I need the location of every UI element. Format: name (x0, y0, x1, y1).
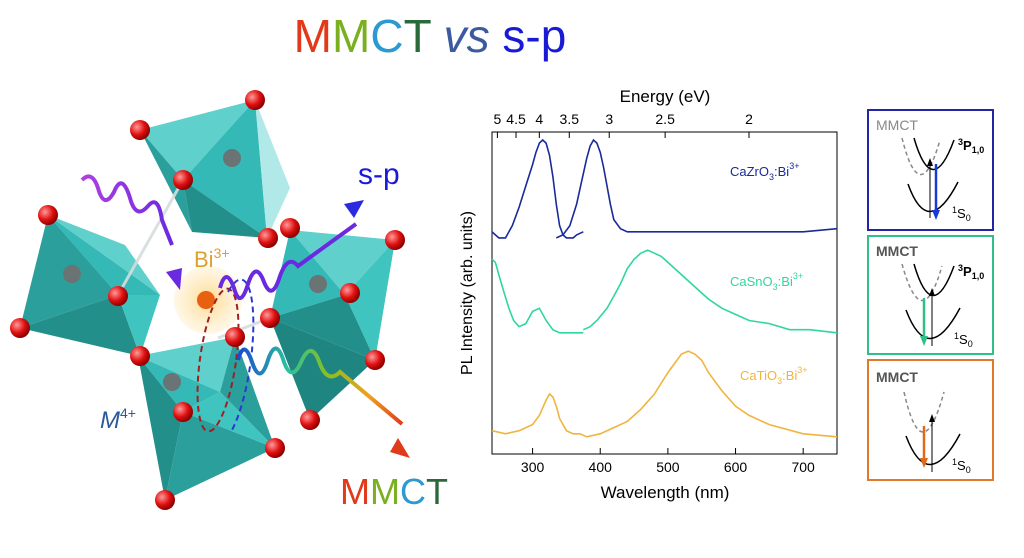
oxygen-atoms (10, 90, 405, 510)
x-tick-label: 400 (589, 459, 613, 475)
top-tick-label: 5 (493, 111, 501, 127)
excitation-wave (80, 174, 174, 246)
diagram-casno3: MMCT 3P1,0 1S0 (867, 235, 994, 355)
x-tick-label: 300 (521, 459, 545, 475)
series-line-0-1 (555, 138, 838, 239)
series-line-1-1 (582, 249, 838, 334)
title-vs: vs (443, 10, 490, 62)
top-tick-label: 2.5 (655, 111, 675, 127)
svg-text:1S0: 1S0 (952, 457, 971, 475)
svg-text:MMCT: MMCT (876, 243, 918, 259)
bi-label: Bi3+ (194, 245, 230, 272)
sp-emission-wave (218, 222, 358, 300)
svg-text:MMCT: MMCT (876, 117, 918, 133)
octahedron-top (140, 100, 290, 238)
title-sp: s-p (502, 10, 567, 62)
top-tick-label: 2 (745, 111, 753, 127)
series-label-catio3: CaTiO3:Bi3+ (740, 365, 808, 386)
diagram-catio3: MMCT 1S0 (867, 359, 994, 481)
svg-text:3P1,0: 3P1,0 (958, 263, 984, 281)
top-tick-label: 4.5 (506, 111, 526, 127)
top-tick-label: 4 (535, 111, 543, 127)
svg-text:1S0: 1S0 (952, 205, 971, 223)
figure-title: MMCT vs s-p (0, 8, 860, 64)
mmct-label: MMCT (340, 471, 448, 512)
x-axis-label: Wavelength (nm) (601, 483, 730, 502)
top-tick-label: 3 (605, 111, 613, 127)
series-line-0-0 (491, 138, 584, 239)
mmct-ellipse (196, 287, 240, 433)
octahedron-left (20, 215, 160, 356)
series-label-cazro3: CaZrO3:Bi3+ (730, 161, 799, 182)
svg-text:1S0: 1S0 (954, 331, 973, 349)
diagram-cazro3: MMCT 3P1,0 1S0 (867, 109, 994, 231)
plot-frame (491, 131, 838, 455)
pl-chart: Energy (eV) Wavelength (nm) PL Intensity… (459, 87, 838, 502)
bi-ion (197, 291, 215, 309)
series-line-1-0 (491, 258, 584, 334)
crystal-structure: Bi3+ M4+ s-p MMCT (10, 90, 448, 512)
sp-label: s-p (358, 158, 400, 191)
y-axis-label: PL Intensity (arb. units) (459, 211, 476, 375)
energy-diagrams: MMCT 3P1,0 1S0 MMCT 3P1,0 1S0 MMCT 1S0 (867, 109, 994, 481)
x-tick-label: 500 (656, 459, 680, 475)
octahedron-bottom (138, 337, 275, 500)
octahedron-right (270, 230, 395, 420)
svg-text:MMCT: MMCT (876, 369, 918, 385)
series-labels: CaZrO3:Bi3+ CaSnO3:Bi3+ CaTiO3:Bi3+ (730, 161, 808, 386)
title-mmct: MMCT (293, 10, 431, 62)
series-line-2-0 (491, 350, 838, 438)
x-tick-label: 600 (724, 459, 748, 475)
svg-text:3P1,0: 3P1,0 (958, 137, 984, 155)
top-axis-label: Energy (eV) (620, 87, 711, 106)
series-label-casno3: CaSnO3:Bi3+ (730, 271, 803, 292)
mmct-emission-wave (236, 346, 404, 426)
top-tick-label: 3.5 (560, 111, 580, 127)
x-tick-label: 700 (791, 459, 815, 475)
m-label: M4+ (100, 405, 136, 434)
